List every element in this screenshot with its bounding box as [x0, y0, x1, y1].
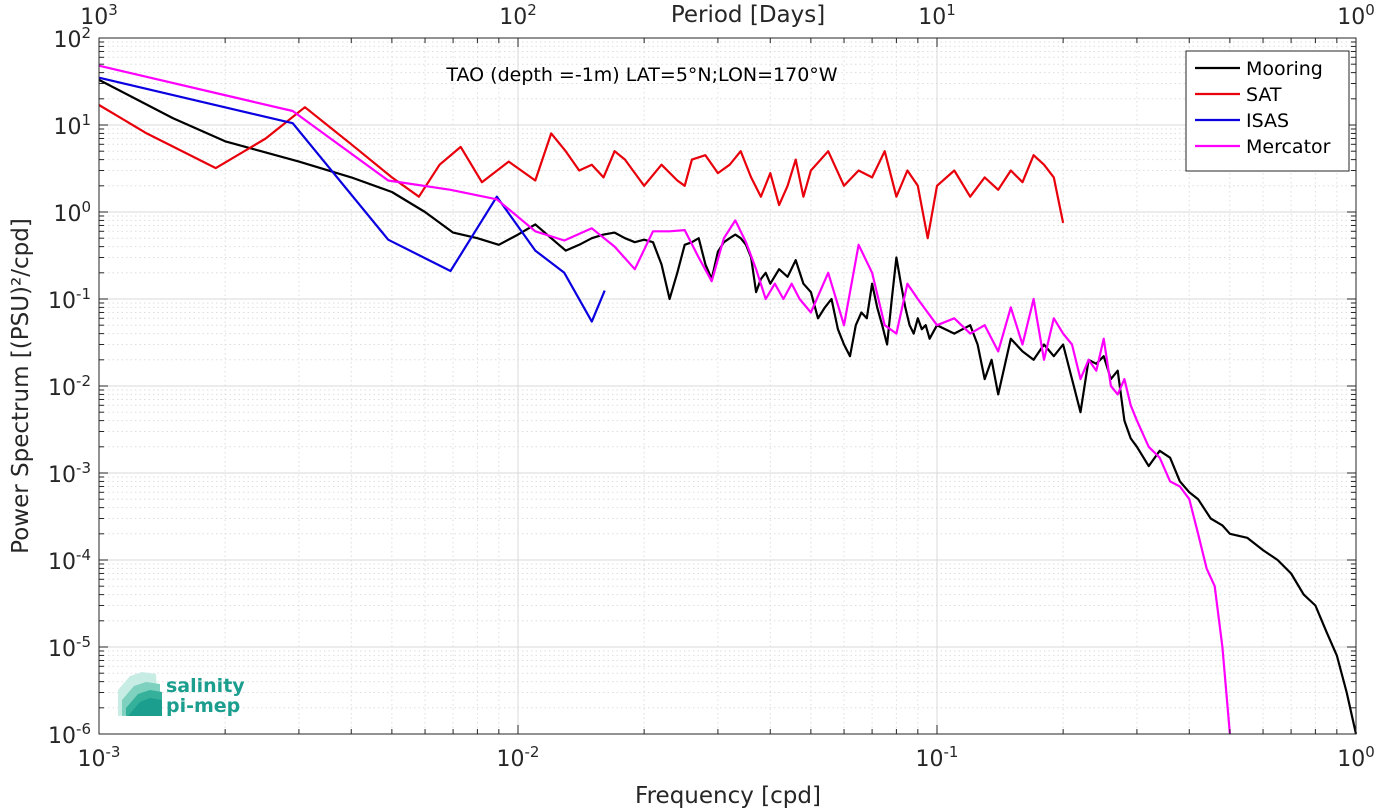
y-axis-label: Power Spectrum [(PSU)²/cpd]: [8, 218, 34, 554]
top-tick-labels: 103 102 101 100: [80, 1, 1375, 30]
x-tick-label: 10-3: [78, 743, 121, 772]
top-axis-label: Period [Days]: [671, 2, 825, 28]
y-tick-label: 10-5: [48, 633, 91, 662]
series-line-mooring: [98, 78, 1358, 735]
y-tick-label: 100: [53, 198, 91, 227]
series-line-mercator: [98, 64, 1231, 735]
y-tick-label: 10-2: [48, 372, 91, 401]
top-tick-label: 101: [918, 1, 956, 30]
y-tick-labels: 10-6 10-5 10-4 10-3 10-2 10-1 100 101 102: [48, 24, 91, 749]
x-tick-label: 10-1: [916, 743, 959, 772]
series-layer: [98, 64, 1358, 735]
salinity-pi-mep-logo: salinity pi-mep: [118, 672, 245, 717]
y-tick-label: 101: [53, 111, 91, 140]
top-tick-label: 103: [80, 1, 118, 30]
logo-line-2: pi-mep: [166, 695, 240, 717]
x-tick-labels: 10-3 10-2 10-1 100: [78, 743, 1375, 772]
legend-label-mercator: Mercator: [1246, 136, 1331, 158]
legend-label-sat: SAT: [1246, 84, 1282, 106]
top-tick-label: 102: [499, 1, 537, 30]
x-axis-label: Frequency [cpd]: [635, 783, 821, 809]
series-line-isas: [98, 76, 606, 323]
chart-title: TAO (depth =-1m) LAT=5°N;LON=170°W: [445, 64, 837, 86]
legend-label-isas: ISAS: [1246, 110, 1289, 132]
top-tick-label: 100: [1337, 1, 1375, 30]
logo-line-1: salinity: [166, 675, 245, 697]
y-tick-label: 10-3: [48, 459, 91, 488]
y-tick-label: 102: [53, 24, 91, 53]
legend: Mooring SAT ISAS Mercator: [1185, 50, 1350, 172]
series-line-sat: [98, 104, 1065, 240]
tick-marks: [98, 37, 1357, 735]
logo-waves-icon: [118, 672, 162, 716]
y-tick-label: 10-6: [48, 720, 91, 749]
legend-box: [1185, 50, 1350, 172]
x-tick-label: 10-2: [497, 743, 540, 772]
legend-label-mooring: Mooring: [1246, 58, 1323, 80]
y-tick-label: 10-1: [48, 285, 91, 314]
y-tick-label: 10-4: [48, 546, 91, 575]
x-tick-label: 100: [1337, 743, 1375, 772]
